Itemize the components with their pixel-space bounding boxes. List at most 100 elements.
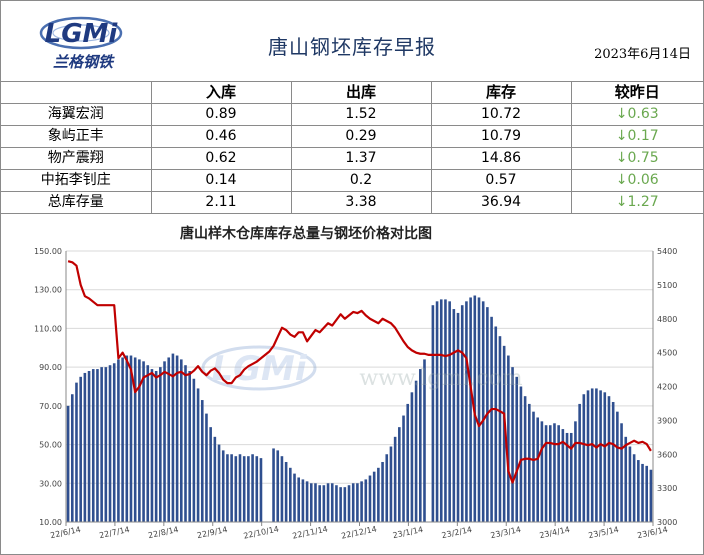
inventory-bar: [221, 450, 225, 522]
inventory-bar: [611, 401, 615, 522]
inventory-bar: [247, 456, 250, 522]
left-tick-label: 130.00: [34, 286, 62, 295]
inventory-bar: [364, 479, 368, 522]
inventory-bar: [561, 429, 565, 522]
inventory-bar: [544, 425, 548, 522]
inventory-bar: [465, 301, 468, 522]
inventory-bar: [389, 446, 393, 522]
inventory-bar: [142, 361, 145, 522]
right-tick-label: 5100: [657, 281, 677, 290]
inventory-bar: [347, 485, 351, 522]
inventory-price-chart: 唐山样木仓库库存总量与钢坯价格对比图 LGMi www.lgmi.com 10.…: [34, 225, 677, 541]
inventory-bar: [490, 316, 493, 522]
table-header-cell: 库存: [430, 82, 572, 104]
inventory-bar: [582, 394, 586, 522]
table-row: 海翼宏润 0.89 1.52 10.72 ↓0.63: [1, 103, 703, 126]
inventory-bar: [226, 454, 229, 522]
inventory-bar: [326, 483, 330, 522]
inventory-bar: [330, 483, 334, 522]
inventory-bar: [398, 427, 401, 522]
inventory-bar: [125, 355, 129, 522]
inventory-bar: [624, 436, 628, 522]
inventory-bar: [590, 388, 594, 522]
inventory-bar: [96, 369, 99, 522]
inventory-bar: [217, 444, 221, 522]
inventory-bar: [536, 417, 539, 522]
inventory-table: 入库 出库 库存 较昨日 海翼宏润 0.89 1.52 10.72 ↓0.63 …: [1, 82, 703, 214]
left-tick-label: 70.00: [39, 402, 62, 411]
inventory-bar: [75, 382, 78, 522]
inventory-bar: [410, 392, 414, 522]
left-tick-label: 150.00: [34, 247, 62, 256]
lgmi-logo: LGMi 兰格钢铁: [39, 16, 123, 71]
inventory-bar: [578, 403, 581, 522]
price-line: [67, 260, 652, 484]
stock-value: 14.86: [430, 147, 572, 170]
inventory-bar: [305, 481, 309, 522]
report-header: LGMi 兰格钢铁 唐山钢坯库存早报 2023年6月14日: [1, 1, 703, 82]
left-tick-label: 10.00: [39, 518, 62, 527]
inventory-bar: [66, 405, 70, 522]
inventory-bar: [569, 432, 573, 522]
x-tick-label: 23/6/14: [636, 525, 668, 540]
inventory-bar: [154, 371, 158, 522]
table-row: 总库存量 2.11 3.38 36.94 ↓1.27: [1, 191, 703, 214]
right-tick-label: 4800: [657, 315, 677, 324]
outbound-value: 1.52: [290, 103, 432, 126]
report-title: 唐山钢坯库存早报: [268, 35, 436, 59]
inventory-bar: [393, 436, 397, 522]
inventory-bar: [498, 336, 502, 522]
table-header-cell: [1, 82, 152, 104]
inventory-bar: [381, 461, 384, 522]
x-tick-label: 22/11/14: [292, 524, 329, 540]
inventory-bar: [83, 372, 87, 522]
inventory-bar: [276, 450, 280, 522]
inventory-bar: [159, 367, 162, 522]
inventory-bar: [641, 463, 644, 522]
inventory-bar: [507, 355, 510, 522]
inventory-bar: [255, 456, 259, 522]
inventory-bar: [414, 380, 418, 522]
inbound-value: 0.62: [150, 147, 292, 170]
inventory-bar: [129, 355, 133, 522]
inventory-bar: [167, 357, 171, 522]
inventory-bar: [104, 367, 108, 522]
inventory-bar: [377, 467, 380, 522]
inventory-bar: [595, 388, 598, 522]
inventory-bar: [171, 353, 175, 522]
inventory-bar: [192, 378, 196, 522]
inventory-bar: [423, 359, 426, 522]
inventory-bar: [301, 479, 305, 522]
inventory-bar: [565, 432, 569, 522]
stock-value: 36.94: [430, 191, 572, 214]
table-header-row: 入库 出库 库存 较昨日: [1, 82, 703, 104]
inventory-bar: [297, 477, 300, 522]
svg-text:兰格钢铁: 兰格钢铁: [53, 53, 115, 71]
warehouse-name: 物产震翔: [1, 147, 152, 170]
inventory-bar: [280, 456, 284, 522]
inventory-bar: [238, 454, 242, 522]
inventory-bar: [133, 357, 137, 522]
inventory-bar: [372, 471, 376, 522]
inventory-bar: [368, 475, 372, 522]
inventory-bar: [196, 388, 200, 522]
inventory-bar: [259, 458, 263, 522]
warehouse-name: 象屿正丰: [1, 125, 152, 148]
right-axis: 3000 3300 3600 3900 4200 4500 4800 5100 5400: [652, 247, 677, 527]
inventory-bar: [431, 305, 435, 522]
inventory-bar: [351, 483, 355, 522]
inventory-bar: [574, 421, 577, 522]
inventory-bar: [184, 365, 187, 522]
inventory-bar: [360, 481, 363, 522]
chart-title: 唐山样木仓库库存总量与钢坯价格对比图: [180, 225, 432, 242]
inventory-bar: [150, 369, 154, 522]
inventory-bar: [637, 460, 640, 522]
inventory-bar: [402, 415, 405, 522]
x-tick-label: 22/10/14: [243, 524, 280, 540]
inventory-bar: [163, 361, 166, 522]
inventory-bar: [406, 403, 410, 522]
outbound-value: 0.29: [290, 125, 432, 148]
stock-value: 10.79: [430, 125, 572, 148]
x-tick-label: 22/8/14: [147, 525, 179, 540]
inventory-bar: [586, 390, 590, 522]
